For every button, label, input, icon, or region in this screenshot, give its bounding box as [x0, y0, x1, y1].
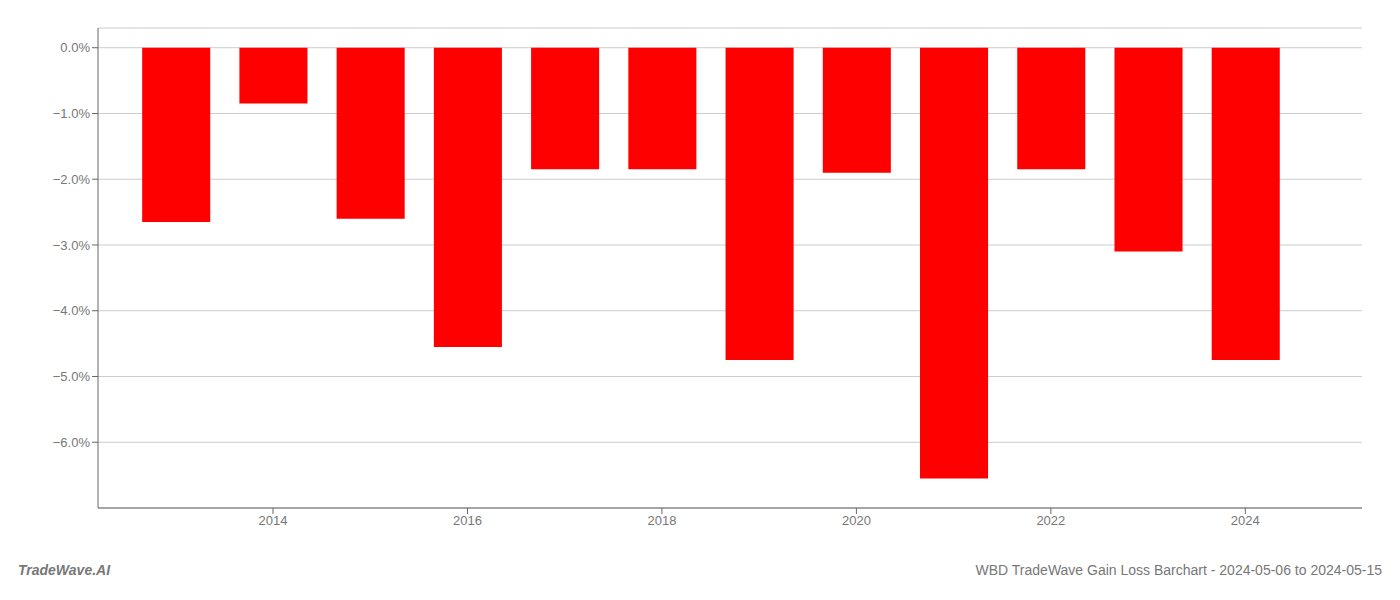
- svg-text:2016: 2016: [453, 513, 482, 528]
- svg-text:2022: 2022: [1036, 513, 1065, 528]
- svg-text:−2.0%: −2.0%: [53, 172, 91, 187]
- svg-text:−6.0%: −6.0%: [53, 435, 91, 450]
- svg-text:2018: 2018: [647, 513, 676, 528]
- svg-text:−4.0%: −4.0%: [53, 303, 91, 318]
- html-text:WBD TradeWave Gain Loss Barcha: WBD TradeWave Gain Loss Barchart - 2024-…: [975, 562, 1382, 578]
- svg-text:2014: 2014: [259, 513, 288, 528]
- svg-text:−3.0%: −3.0%: [53, 238, 91, 253]
- svg-text:0.0%: 0.0%: [60, 40, 90, 55]
- svg-text:2020: 2020: [842, 513, 871, 528]
- svg-text:2024: 2024: [1231, 513, 1260, 528]
- svg-text:−5.0%: −5.0%: [53, 369, 91, 384]
- svg-text:−1.0%: −1.0%: [53, 106, 91, 121]
- html-text:TradeWave.AI: TradeWave.AI: [18, 562, 111, 578]
